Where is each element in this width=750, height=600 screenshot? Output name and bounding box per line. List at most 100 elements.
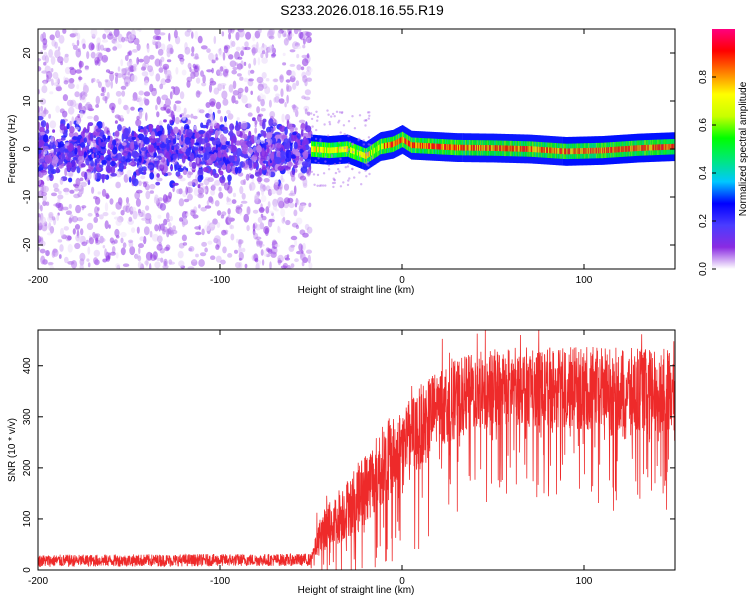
- heatmap-cell: [300, 129, 304, 137]
- heatmap-cell: [366, 153, 368, 159]
- heatmap-cell: [128, 126, 131, 135]
- heatmap-cell: [506, 145, 508, 152]
- heatmap-cell: [145, 258, 149, 267]
- heatmap-cell: [64, 256, 69, 264]
- heatmap-cell: [324, 160, 327, 163]
- heatmap-cell: [140, 175, 146, 180]
- heatmap-cell: [421, 142, 423, 149]
- heatmap-cell: [191, 161, 197, 169]
- heatmap-cell: [587, 148, 589, 154]
- heatmap-cell: [617, 146, 619, 153]
- heatmap-cell: [258, 206, 265, 214]
- heatmap-cell: [143, 126, 147, 135]
- heatmap-cell: [353, 176, 356, 179]
- heatmap-cell: [585, 148, 587, 154]
- heatmap-cell: [120, 85, 127, 90]
- heatmap-cell: [145, 205, 150, 211]
- heatmap-cell: [655, 144, 657, 151]
- heatmap-cell: [246, 140, 253, 148]
- heatmap-cell: [82, 129, 86, 135]
- heatmap-cell: [479, 145, 481, 151]
- heatmap-cell: [195, 231, 202, 236]
- heatmap-cell: [534, 146, 536, 153]
- colorbar-tick-label: 0.6: [698, 118, 709, 132]
- heatmap-cell: [178, 260, 185, 268]
- heatmap-cell: [280, 175, 284, 181]
- heatmap-cell: [93, 195, 98, 200]
- heatmap-cell: [556, 147, 558, 154]
- heatmap-cell: [181, 234, 187, 242]
- heatmap-cell: [346, 146, 348, 152]
- heatmap-cell: [308, 67, 313, 73]
- heatmap-cell: [146, 152, 151, 157]
- heatmap-cell: [368, 114, 371, 118]
- heatmap-cell: [263, 130, 267, 138]
- heatmap-cell: [348, 140, 352, 144]
- heatmap-cell: [73, 32, 78, 37]
- heatmap-cell: [121, 142, 127, 146]
- heatmap-cell: [632, 145, 634, 152]
- heatmap-cell: [352, 148, 354, 154]
- heatmap-cell: [104, 79, 109, 83]
- heatmap-cell: [220, 259, 226, 265]
- heatmap-cell: [112, 145, 118, 155]
- heatmap-cell: [605, 147, 607, 154]
- heatmap-cell: [85, 157, 90, 166]
- heatmap-cell: [618, 146, 620, 153]
- heatmap-cell: [241, 144, 249, 152]
- heatmap-cell: [174, 164, 177, 172]
- heatmap-cell: [532, 146, 534, 153]
- heatmap-cell: [272, 198, 278, 207]
- heatmap-cell: [234, 166, 239, 175]
- heatmap-cell: [369, 143, 372, 147]
- heatmap-cell: [109, 102, 116, 111]
- heatmap-cell: [374, 147, 376, 154]
- heatmap-cell: [260, 130, 265, 134]
- heatmap-cell: [598, 147, 600, 154]
- heatmap-cell: [201, 228, 205, 236]
- heatmap-cell: [102, 96, 108, 101]
- snr-frame: [37, 329, 676, 571]
- heatmap-cell: [249, 174, 255, 179]
- heatmap-cell: [449, 144, 451, 151]
- heatmap-cell: [138, 247, 141, 255]
- heatmap-cell: [579, 148, 581, 154]
- heatmap-cell: [232, 90, 239, 96]
- heatmap-cell: [438, 143, 440, 150]
- heatmap-cell: [316, 144, 320, 147]
- heatmap-cell: [211, 67, 214, 74]
- heatmap-cell: [269, 111, 276, 118]
- heatmap-cell: [179, 177, 186, 182]
- heatmap-cell: [115, 263, 121, 269]
- heatmap-cell: [259, 93, 264, 100]
- heatmap-cell: [182, 166, 187, 170]
- heatmap-cell: [138, 90, 144, 96]
- heatmap-cell: [308, 202, 312, 208]
- heatmap-cell: [639, 145, 641, 151]
- heatmap-cell: [219, 170, 224, 176]
- heatmap-cell: [439, 143, 441, 150]
- heatmap-cell: [299, 156, 304, 162]
- heatmap-cell: [511, 145, 513, 152]
- heatmap-cell: [310, 170, 313, 173]
- heatmap-cell: [153, 152, 157, 158]
- heatmap-cell: [186, 129, 193, 138]
- heatmap-cell: [194, 65, 198, 70]
- heatmap-cell: [426, 143, 428, 149]
- heatmap-cell: [80, 163, 86, 168]
- heatmap-cell: [295, 217, 303, 225]
- heatmap-cell: [40, 255, 46, 265]
- heatmap-cell: [157, 197, 163, 202]
- heatmap-cell: [667, 144, 669, 150]
- heatmap-cell: [172, 138, 177, 145]
- heatmap-cell: [289, 160, 292, 165]
- heatmap-cell: [79, 252, 86, 262]
- heatmap-cell: [363, 152, 365, 159]
- heatmap-cell: [573, 148, 575, 155]
- colorbar-ticks: 0.0 0.2 0.4 0.6 0.8: [698, 70, 716, 276]
- snr-x-axis-label: Height of straight line (km): [298, 585, 415, 596]
- heatmap-cell: [274, 131, 281, 136]
- heatmap-cell: [625, 146, 627, 152]
- heatmap-cell: [216, 222, 221, 228]
- heatmap-cell: [143, 91, 151, 97]
